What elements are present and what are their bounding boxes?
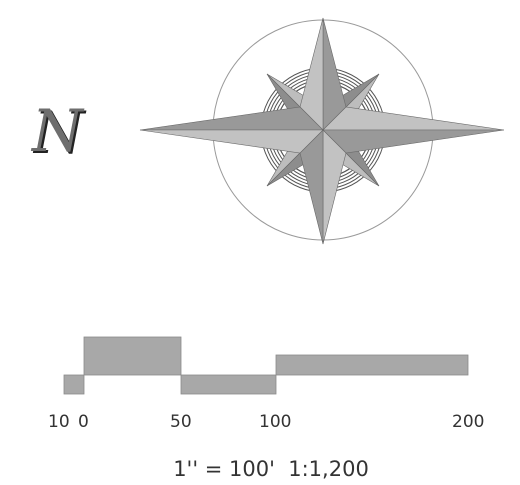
scale-ratio-text: 1'' = 100' 1:1,200 bbox=[173, 457, 369, 481]
scale-segment-10-0 bbox=[63, 374, 85, 395]
scale-tick-label: 100 bbox=[259, 412, 292, 432]
scale-segment-0-50 bbox=[83, 336, 182, 376]
scale-tick-label: 200 bbox=[452, 412, 485, 432]
scale-caption: 1'' = 100' 1:1,200 bbox=[0, 456, 520, 482]
compass-cardinal-points bbox=[139, 17, 505, 245]
north-arrow-icon: N bbox=[32, 96, 122, 166]
scale-tick-label: 10 bbox=[48, 412, 70, 432]
scale-tick-label: 0 bbox=[78, 412, 89, 432]
north-label: N bbox=[32, 97, 83, 165]
scale-segment-100-200 bbox=[275, 354, 469, 376]
scale-segment-50-100 bbox=[180, 374, 277, 395]
compass-rose-icon bbox=[139, 17, 505, 245]
scale-tick-label: 50 bbox=[170, 412, 192, 432]
